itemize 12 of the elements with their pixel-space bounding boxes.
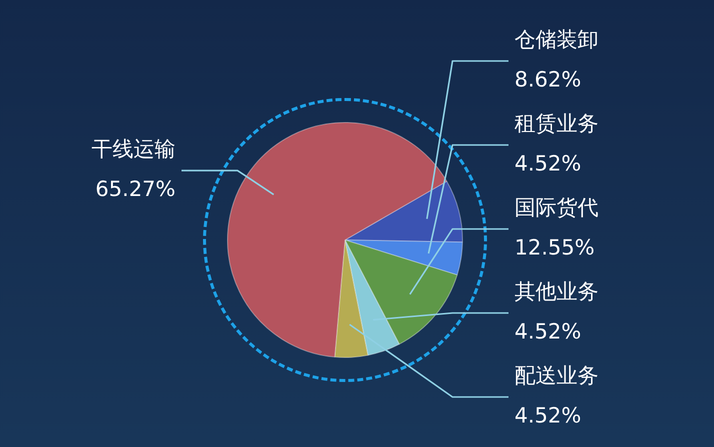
data-label: 4.52% xyxy=(514,151,582,176)
slice-label: 仓储装卸 xyxy=(514,27,598,52)
data-label: 4.52% xyxy=(514,319,582,344)
slice-label: 干线运输 xyxy=(92,136,176,161)
slice-label: 国际货代 xyxy=(514,195,598,220)
data-label: 8.62% xyxy=(514,67,582,92)
data-label: 65.27% xyxy=(95,176,176,201)
slice-label: 其他业务 xyxy=(514,279,598,304)
slice-label: 租赁业务 xyxy=(514,111,598,136)
slice-label: 配送业务 xyxy=(514,363,598,388)
data-label: 12.55% xyxy=(514,235,595,260)
data-label: 4.52% xyxy=(514,403,582,428)
